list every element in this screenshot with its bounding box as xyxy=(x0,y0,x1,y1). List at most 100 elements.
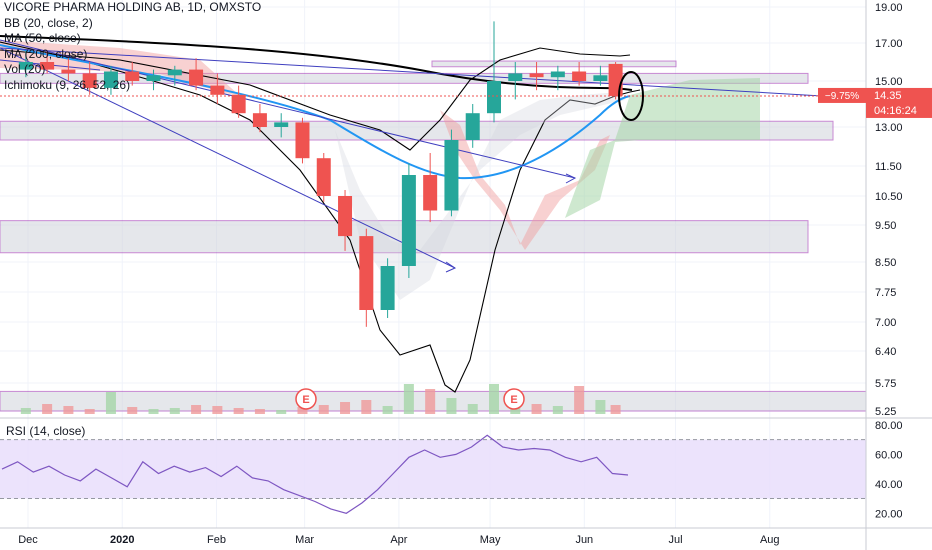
candle-body xyxy=(359,236,374,310)
earnings-marker xyxy=(295,388,317,410)
price-tick-label: 8.50 xyxy=(875,257,896,269)
volume-bar xyxy=(233,408,244,414)
rsi-tick-label: 60.00 xyxy=(875,449,903,461)
volume-bar xyxy=(297,407,308,414)
volume-bar xyxy=(531,404,542,414)
rsi-tick-label: 40.00 xyxy=(875,479,903,491)
time-tick-label: 2020 xyxy=(110,534,134,546)
price-tick-label: 7.00 xyxy=(875,317,896,329)
bollinger-lower xyxy=(0,41,641,393)
volume-bar xyxy=(42,404,53,414)
candle-body xyxy=(210,85,225,95)
time-tick-label: Jun xyxy=(575,534,593,546)
ma200-line xyxy=(0,35,633,91)
change-tag xyxy=(818,87,866,103)
candle-body xyxy=(125,71,140,81)
volume-bar xyxy=(127,407,138,414)
volume-bar xyxy=(574,386,585,414)
volume-bar xyxy=(191,405,202,414)
candle-body xyxy=(423,175,438,211)
candle-body xyxy=(40,62,55,70)
candle-body xyxy=(18,62,33,70)
annotation-circle xyxy=(618,71,644,121)
candle-body xyxy=(252,113,267,127)
volume-bar xyxy=(425,389,436,414)
candle-body xyxy=(295,122,310,159)
time-tick-label: Mar xyxy=(295,534,314,546)
earnings-label: E xyxy=(302,394,309,406)
volume-bar xyxy=(276,410,287,414)
volume-bar xyxy=(254,409,265,414)
candle-body xyxy=(550,71,565,78)
volume-bar xyxy=(169,408,180,414)
candle-body xyxy=(61,69,76,74)
candle-body xyxy=(508,73,523,81)
candle-body xyxy=(316,158,331,196)
candle-body xyxy=(103,71,118,88)
trend-line xyxy=(0,39,576,179)
candle-body xyxy=(529,73,544,78)
price-tick-label: 5.25 xyxy=(875,406,896,418)
price-tick-label: 10.50 xyxy=(875,191,903,203)
candle-body xyxy=(189,69,204,86)
volume-bar xyxy=(212,406,223,414)
volume-bar xyxy=(318,405,329,414)
candle-body xyxy=(146,75,161,81)
rsi-tick-label: 80.00 xyxy=(875,420,903,432)
price-tick-label: 6.40 xyxy=(875,346,896,358)
legend-ma50[interactable]: MA (50, close) xyxy=(4,31,81,45)
candle-body xyxy=(274,122,289,127)
volume-bar xyxy=(20,408,31,414)
ma50-line xyxy=(0,44,631,180)
earnings-marker xyxy=(503,388,525,410)
volume-bar xyxy=(595,400,606,414)
time-tick-label: Apr xyxy=(390,534,407,546)
volume-bar xyxy=(148,409,159,414)
price-tick-label: 15.00 xyxy=(875,76,903,88)
time-tick-label: Dec xyxy=(18,534,38,546)
legend-ma200[interactable]: MA (200, close) xyxy=(4,46,88,61)
volume-bar xyxy=(489,384,499,414)
volume-bar xyxy=(403,384,414,414)
legend-vol[interactable]: Vol (20) xyxy=(4,62,46,76)
candle-body xyxy=(401,175,416,266)
candle-body xyxy=(380,266,395,310)
price-tick-label: 19.00 xyxy=(875,2,903,14)
arrow-head xyxy=(445,261,457,273)
candle-body xyxy=(82,73,97,88)
time-tick-label: May xyxy=(480,534,501,546)
candle-body xyxy=(465,113,480,140)
volume-bar xyxy=(467,404,478,414)
price-tick-label: 13.00 xyxy=(875,122,903,134)
candle-body xyxy=(338,196,353,237)
rsi-legend[interactable]: RSI (14, close) xyxy=(6,424,86,438)
legend-ichimoku[interactable]: Ichimoku (9, 26, 52, 26) xyxy=(4,77,131,92)
candle-body xyxy=(487,81,501,114)
price-tag-value: 14.35 xyxy=(874,90,902,102)
indicator-legend: VICORE PHARMA HOLDING AB, 1D, OMXSTO BB … xyxy=(4,0,261,93)
arrow-head xyxy=(565,173,577,184)
candle-body xyxy=(444,140,459,211)
candle-body xyxy=(608,63,623,96)
earnings-label: E xyxy=(510,394,517,406)
candle-body xyxy=(593,75,608,81)
candle-body xyxy=(167,69,182,76)
rsi-line xyxy=(1,434,629,514)
ichimoku-cloud xyxy=(565,78,760,218)
price-tick-label: 17.00 xyxy=(875,38,903,50)
rsi-band xyxy=(0,439,866,499)
zone-rectangle xyxy=(0,72,809,84)
volume-bar xyxy=(552,406,563,414)
countdown-text: 04:16:24 xyxy=(874,105,917,117)
volume-bar xyxy=(382,406,393,414)
legend-bb[interactable]: BB (20, close, 2) xyxy=(4,15,93,30)
candle-body xyxy=(572,71,587,81)
change-tag-text: −9.75% xyxy=(825,91,859,102)
price-tick-label: 5.75 xyxy=(875,378,896,390)
ichimoku-cloud xyxy=(440,110,610,250)
volume-bar xyxy=(340,402,351,414)
trend-line xyxy=(0,47,823,97)
zone-rectangle xyxy=(431,60,677,68)
volume-bar xyxy=(361,400,372,414)
